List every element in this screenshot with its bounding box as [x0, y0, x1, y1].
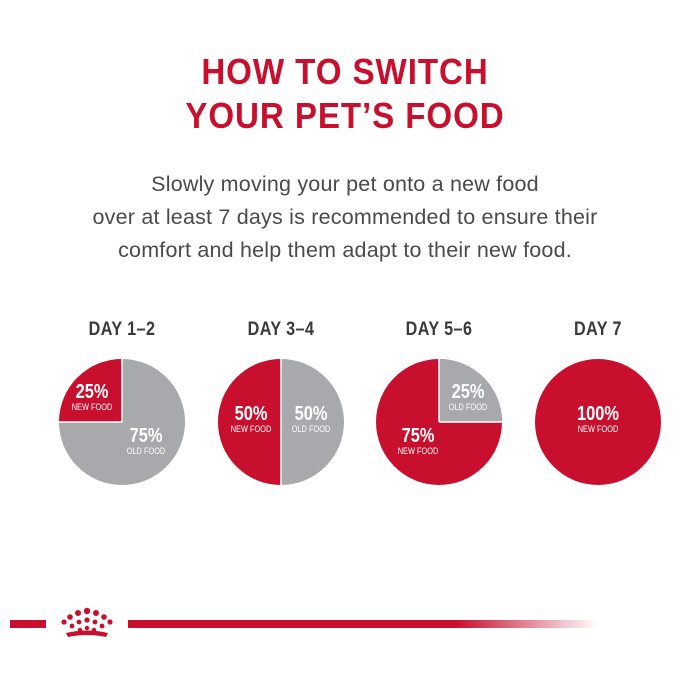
new-food-value: 75% — [401, 425, 435, 447]
old-food-label: OLD FOOD — [291, 424, 331, 434]
royal-canin-crown-icon — [61, 607, 113, 637]
old-food-value: 50% — [294, 403, 328, 425]
page-title: HOW TO SWITCH YOUR PET’S FOOD — [28, 50, 663, 138]
day-label: DAY 7 — [574, 319, 622, 340]
new-food-label: NEW FOOD — [577, 424, 619, 434]
new-food-slice — [59, 359, 122, 422]
new-food-value: 100% — [577, 403, 619, 425]
new-food-label: NEW FOOD — [230, 424, 272, 434]
title-line-2: YOUR PET’S FOOD — [185, 95, 505, 136]
new-food-percentage: 25% NEW FOOD — [69, 382, 115, 413]
title-line-1: HOW TO SWITCH — [201, 51, 489, 92]
new-food-label: NEW FOOD — [71, 402, 113, 412]
old-food-value: 75% — [129, 425, 163, 447]
day-3-4: DAY 3–4 50% NEW FOOD 50% OLD FOOD — [216, 316, 346, 485]
day-label: DAY 3–4 — [247, 319, 315, 340]
old-food-percentage: 25% OLD FOOD — [444, 382, 492, 413]
new-food-value: 25% — [75, 381, 109, 403]
old-food-percentage: 50% OLD FOOD — [288, 404, 334, 435]
pie-day-3-4: 50% NEW FOOD 50% OLD FOOD — [217, 358, 345, 486]
new-food-percentage: 100% NEW FOOD — [570, 404, 626, 435]
description-line-2: over at least 7 days is recommended to e… — [92, 205, 598, 229]
old-food-label: OLD FOOD — [448, 402, 488, 412]
old-food-value: 25% — [451, 381, 485, 403]
pie-day-5-6: 25% OLD FOOD 75% NEW FOOD — [375, 358, 503, 486]
new-food-percentage: 50% NEW FOOD — [228, 404, 274, 435]
transition-schedule: DAY 1–2 25% NEW FOOD 75% OLD FOOD DAY 3–… — [0, 316, 690, 496]
new-food-percentage: 75% NEW FOOD — [394, 426, 442, 457]
pie-day-7: 100% NEW FOOD — [534, 358, 662, 486]
old-food-label: OLD FOOD — [126, 446, 166, 456]
pie-chart — [218, 359, 344, 485]
day-7: DAY 7 100% NEW FOOD — [533, 316, 663, 485]
day-label: DAY 5–6 — [405, 319, 473, 340]
description-line-1: Slowly moving your pet onto a new food — [151, 172, 539, 196]
pie-chart — [59, 359, 185, 485]
brand-bar-left — [10, 620, 46, 628]
pie-chart — [535, 359, 661, 485]
description: Slowly moving your pet onto a new food o… — [20, 168, 670, 267]
day-1-2: DAY 1–2 25% NEW FOOD 75% OLD FOOD — [57, 316, 187, 485]
footer-brand-bar — [0, 604, 690, 644]
pie-chart — [376, 359, 502, 485]
new-food-value: 50% — [234, 403, 268, 425]
pie-day-1-2: 25% NEW FOOD 75% OLD FOOD — [58, 358, 186, 486]
day-label: DAY 1–2 — [88, 319, 156, 340]
new-food-slice — [218, 359, 281, 485]
old-food-percentage: 75% OLD FOOD — [123, 426, 169, 457]
day-5-6: DAY 5–6 25% OLD FOOD 75% NEW FOOD — [374, 316, 504, 485]
new-food-label: NEW FOOD — [397, 446, 439, 456]
old-food-slice — [439, 359, 502, 422]
description-line-3: comfort and help them adapt to their new… — [118, 238, 572, 262]
new-food-slice — [535, 359, 661, 485]
brand-bar-right — [128, 620, 598, 628]
